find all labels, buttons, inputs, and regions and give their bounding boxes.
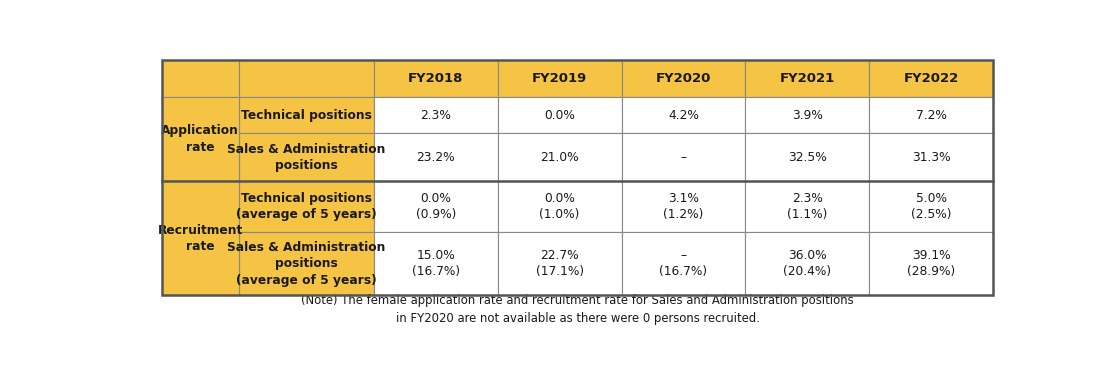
Bar: [622, 60, 746, 97]
Text: 22.7%
(17.1%): 22.7% (17.1%): [535, 249, 584, 278]
Text: Application
rate: Application rate: [161, 124, 240, 154]
Text: Sales & Administration
positions
(average of 5 years): Sales & Administration positions (averag…: [227, 241, 385, 286]
Bar: [497, 97, 622, 133]
Text: (Note) The female application rate and recruitment rate for Sales and Administra: (Note) The female application rate and r…: [301, 294, 853, 325]
Text: 2.3%
(1.1%): 2.3% (1.1%): [787, 192, 828, 221]
Bar: [239, 97, 374, 133]
Text: 36.0%
(20.4%): 36.0% (20.4%): [783, 249, 831, 278]
Text: 3.9%: 3.9%: [792, 109, 823, 122]
Bar: [746, 232, 869, 295]
Text: Technical positions: Technical positions: [241, 109, 372, 122]
Bar: [161, 60, 993, 295]
Text: 5.0%
(2.5%): 5.0% (2.5%): [911, 192, 952, 221]
Text: Technical positions
(average of 5 years): Technical positions (average of 5 years): [236, 192, 376, 221]
Text: 23.2%: 23.2%: [417, 151, 455, 164]
Text: FY2018: FY2018: [408, 72, 464, 85]
Text: FY2022: FY2022: [904, 72, 959, 85]
Bar: [622, 97, 746, 133]
Bar: [497, 182, 622, 232]
Bar: [374, 182, 497, 232]
Bar: [239, 182, 374, 232]
Bar: [239, 60, 374, 97]
Text: –
(16.7%): – (16.7%): [660, 249, 708, 278]
Bar: [622, 182, 746, 232]
Text: FY2021: FY2021: [780, 72, 836, 85]
Text: 7.2%: 7.2%: [916, 109, 946, 122]
Bar: [374, 232, 497, 295]
Text: 39.1%
(28.9%): 39.1% (28.9%): [907, 249, 955, 278]
Bar: [622, 133, 746, 182]
Text: FY2019: FY2019: [532, 72, 587, 85]
Bar: [746, 97, 869, 133]
Bar: [869, 133, 993, 182]
Bar: [161, 182, 239, 295]
Bar: [161, 60, 239, 97]
Bar: [374, 133, 497, 182]
Bar: [239, 133, 374, 182]
Text: 32.5%: 32.5%: [788, 151, 827, 164]
Text: 4.2%: 4.2%: [668, 109, 699, 122]
Bar: [746, 133, 869, 182]
Bar: [374, 60, 497, 97]
Bar: [746, 182, 869, 232]
Bar: [869, 60, 993, 97]
Text: Recruitment
rate: Recruitment rate: [158, 224, 243, 253]
Text: Sales & Administration
positions: Sales & Administration positions: [227, 142, 385, 172]
Text: 21.0%: 21.0%: [540, 151, 579, 164]
Text: –: –: [681, 151, 687, 164]
Bar: [374, 97, 497, 133]
Text: 31.3%: 31.3%: [912, 151, 951, 164]
Bar: [497, 60, 622, 97]
Bar: [497, 133, 622, 182]
Bar: [161, 97, 239, 182]
Text: 0.0%: 0.0%: [544, 109, 575, 122]
Bar: [746, 60, 869, 97]
Bar: [622, 232, 746, 295]
Text: 0.0%
(0.9%): 0.0% (0.9%): [416, 192, 456, 221]
Text: 2.3%: 2.3%: [420, 109, 451, 122]
Text: 15.0%
(16.7%): 15.0% (16.7%): [412, 249, 459, 278]
Bar: [869, 182, 993, 232]
Bar: [869, 97, 993, 133]
Text: 0.0%
(1.0%): 0.0% (1.0%): [540, 192, 580, 221]
Bar: [869, 232, 993, 295]
Bar: [497, 232, 622, 295]
Text: FY2020: FY2020: [656, 72, 711, 85]
Bar: [239, 232, 374, 295]
Text: 3.1%
(1.2%): 3.1% (1.2%): [663, 192, 703, 221]
